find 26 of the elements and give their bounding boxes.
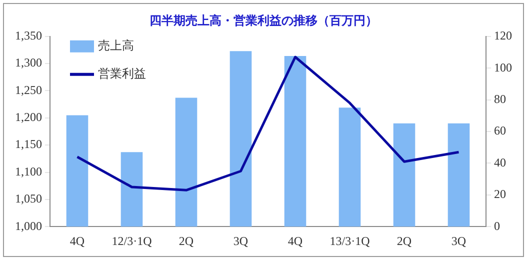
y2-tick-label: 40 (494, 155, 506, 170)
legend-label: 売上高 (98, 38, 134, 53)
chart-title: 四半期売上高・営業利益の推移（百万円） (150, 13, 378, 28)
x-tick-label: 3Q (233, 234, 248, 248)
y2-tick-label: 80 (494, 92, 506, 106)
y-tick-label: 1,350 (15, 28, 42, 43)
x-tick-label: 2Q (178, 234, 194, 248)
y-tick-label: 1,000 (15, 218, 42, 233)
x-tick-label: 4Q (288, 234, 303, 248)
y-tick-label: 1,250 (15, 82, 42, 97)
y2-tick-label: 60 (494, 124, 506, 138)
x-tick-label: 13/3·1Q (330, 234, 370, 248)
y2-tick-label: 120 (494, 28, 512, 43)
y2-tick-label: 100 (494, 60, 512, 74)
y-tick-label: 1,050 (15, 192, 42, 206)
y-tick-label: 1,200 (15, 110, 42, 124)
x-tick-label: 3Q (451, 234, 466, 248)
y-tick-label: 1,100 (15, 164, 42, 178)
y-tick-label: 1,150 (15, 137, 42, 152)
legend-label: 営業利益 (98, 66, 146, 81)
x-tick-label: 2Q (396, 234, 412, 248)
y-tick-label: 1,300 (15, 56, 42, 70)
x-tick-label: 4Q (70, 234, 85, 248)
y2-tick-label: 0 (494, 218, 500, 233)
x-tick-label: 12/3·1Q (112, 234, 152, 248)
y2-tick-label: 20 (494, 187, 506, 202)
